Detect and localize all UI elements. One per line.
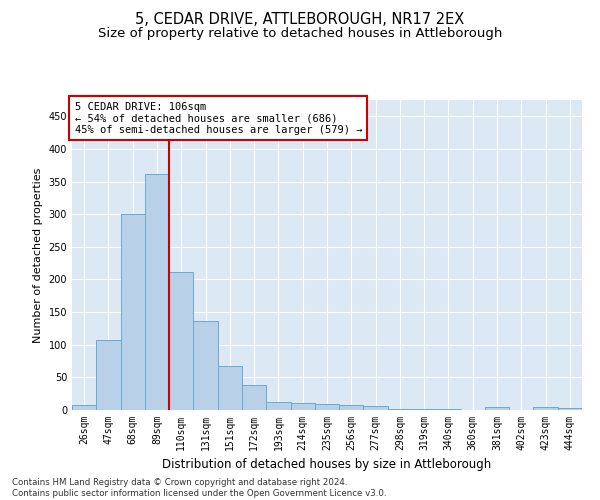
X-axis label: Distribution of detached houses by size in Attleborough: Distribution of detached houses by size … [163,458,491,471]
Bar [388,408,412,410]
Y-axis label: Number of detached properties: Number of detached properties [33,168,43,342]
Bar [315,404,339,410]
Bar [169,272,193,410]
Bar [218,366,242,410]
Text: 5 CEDAR DRIVE: 106sqm
← 54% of detached houses are smaller (686)
45% of semi-det: 5 CEDAR DRIVE: 106sqm ← 54% of detached … [74,102,362,134]
Bar [290,403,315,410]
Bar [145,174,169,410]
Bar [485,408,509,410]
Text: 5, CEDAR DRIVE, ATTLEBOROUGH, NR17 2EX: 5, CEDAR DRIVE, ATTLEBOROUGH, NR17 2EX [136,12,464,28]
Bar [558,408,582,410]
Bar [96,340,121,410]
Bar [242,385,266,410]
Bar [339,405,364,410]
Text: Contains HM Land Registry data © Crown copyright and database right 2024.
Contai: Contains HM Land Registry data © Crown c… [12,478,386,498]
Bar [121,214,145,410]
Bar [364,406,388,410]
Text: Size of property relative to detached houses in Attleborough: Size of property relative to detached ho… [98,28,502,40]
Bar [266,402,290,410]
Bar [72,405,96,410]
Bar [533,408,558,410]
Bar [193,320,218,410]
